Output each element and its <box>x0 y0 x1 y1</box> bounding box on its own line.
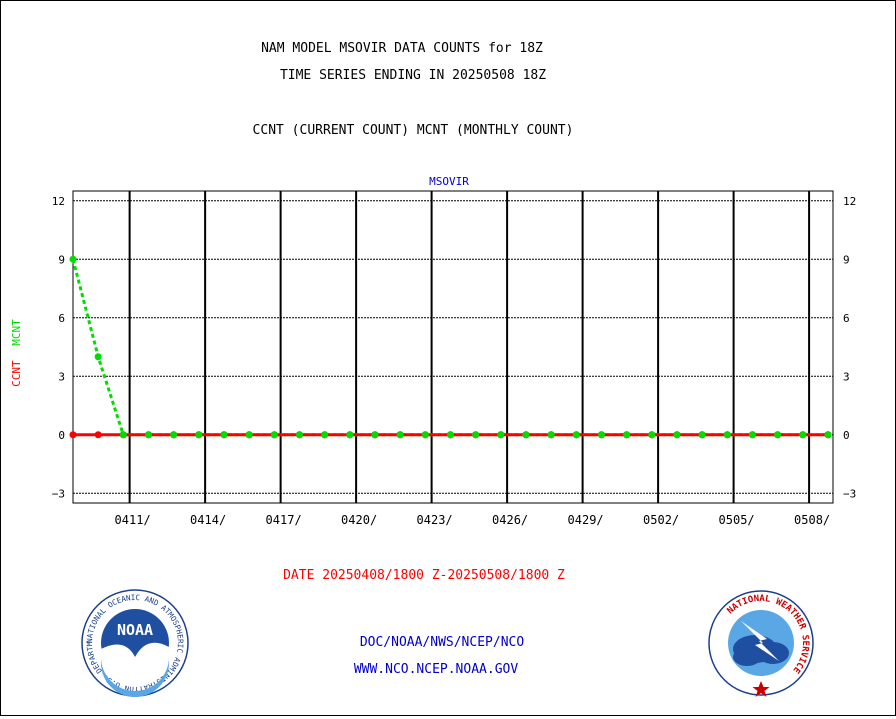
y-tick-label: 0 <box>58 429 65 442</box>
y-axis-label: CCNT MCNT <box>10 319 23 387</box>
data-point-mcnt <box>69 255 77 263</box>
noaa-logo: NATIONAL OCEANIC AND ATMOSPHERIC ADMINIS… <box>81 589 189 697</box>
x-tick-label: 0426/ <box>492 513 528 527</box>
star-icon <box>752 681 770 697</box>
chart-subtitle: CCNT (CURRENT COUNT) MCNT (MONTHLY COUNT… <box>253 123 574 138</box>
x-tick-label: 0420/ <box>341 513 377 527</box>
y-tick-label: 9 <box>58 253 65 266</box>
data-point-mcnt <box>497 431 505 439</box>
data-point-mcnt <box>547 431 555 439</box>
y-tick-label: 6 <box>58 312 65 325</box>
data-point-mcnt <box>597 431 605 439</box>
x-tick-label: 0508/ <box>794 513 830 527</box>
x-tick-label: 0423/ <box>417 513 453 527</box>
x-tick-label: 0429/ <box>568 513 604 527</box>
data-point-mcnt <box>572 431 580 439</box>
data-point-mcnt <box>723 431 731 439</box>
data-point-mcnt <box>270 431 278 439</box>
x-tick-label: 0505/ <box>719 513 755 527</box>
data-point-mcnt <box>245 431 253 439</box>
data-point-mcnt <box>799 431 807 439</box>
org-path-label: DOC/NOAA/NWS/NCEP/NCO <box>360 635 525 650</box>
y-tick-label: 9 <box>843 253 850 266</box>
x-tick-label: 0417/ <box>266 513 302 527</box>
x-tick-label: 0414/ <box>190 513 226 527</box>
nws-logo: NATIONAL WEATHER SERVICE <box>708 590 814 697</box>
y-axis-label-mcnt: MCNT <box>10 319 23 346</box>
series-ccnt <box>69 431 832 439</box>
y-tick-label: 12 <box>52 195 65 208</box>
data-point-mcnt <box>673 431 681 439</box>
y-tick-labels-right: −3 0 3 6 9 12 <box>843 195 856 501</box>
y-tick-label: −3 <box>843 487 856 500</box>
data-point-mcnt <box>824 431 832 439</box>
chart-plot-label: MSOVIR <box>429 175 469 188</box>
chart-title-line1: NAM MODEL MSOVIR DATA COUNTS for 18Z <box>261 41 543 56</box>
y-tick-label: 3 <box>58 370 65 383</box>
plot-border <box>72 190 834 504</box>
y-axis-label-ccnt: CCNT <box>10 360 23 387</box>
y-tick-labels-left: −3 0 3 6 9 12 <box>52 195 65 501</box>
vertical-gridlines <box>128 191 811 503</box>
y-tick-label: −3 <box>52 487 65 500</box>
data-point-mcnt <box>748 431 756 439</box>
y-tick-label: 3 <box>843 370 850 383</box>
noaa-logo-text: NOAA <box>117 621 153 639</box>
data-point-mcnt <box>170 431 178 439</box>
series-line-mcnt <box>71 258 828 437</box>
x-tick-label: 0411/ <box>115 513 151 527</box>
series-mcnt <box>69 255 832 439</box>
data-point-ccnt <box>94 431 102 439</box>
data-point-mcnt <box>119 431 127 439</box>
data-point-mcnt <box>774 431 782 439</box>
data-point-mcnt <box>371 431 379 439</box>
x-tick-labels: 0411/0414/0417/0420/0423/0426/0429/0502/… <box>115 513 831 527</box>
data-point-mcnt <box>144 431 152 439</box>
data-point-mcnt <box>421 431 429 439</box>
data-point-mcnt <box>295 431 303 439</box>
data-point-mcnt <box>321 431 329 439</box>
chart-title-line2: TIME SERIES ENDING IN 20250508 18Z <box>280 68 546 83</box>
website-label: WWW.NCO.NCEP.NOAA.GOV <box>354 662 519 677</box>
data-point-mcnt <box>698 431 706 439</box>
data-point-mcnt <box>623 431 631 439</box>
data-point-mcnt <box>648 431 656 439</box>
data-point-mcnt <box>346 431 354 439</box>
data-point-mcnt <box>220 431 228 439</box>
x-tick-label: 0502/ <box>643 513 679 527</box>
y-tick-label: 12 <box>843 195 856 208</box>
data-point-mcnt <box>396 431 404 439</box>
date-range-label: DATE 20250408/1800 Z-20250508/1800 Z <box>283 568 565 583</box>
data-point-ccnt <box>69 431 77 439</box>
data-point-mcnt <box>472 431 480 439</box>
horizontal-gridlines <box>73 200 833 494</box>
data-point-mcnt <box>522 431 530 439</box>
data-point-mcnt <box>94 353 102 361</box>
y-tick-label: 0 <box>843 429 850 442</box>
data-point-mcnt <box>446 431 454 439</box>
data-point-mcnt <box>195 431 203 439</box>
y-tick-label: 6 <box>843 312 850 325</box>
